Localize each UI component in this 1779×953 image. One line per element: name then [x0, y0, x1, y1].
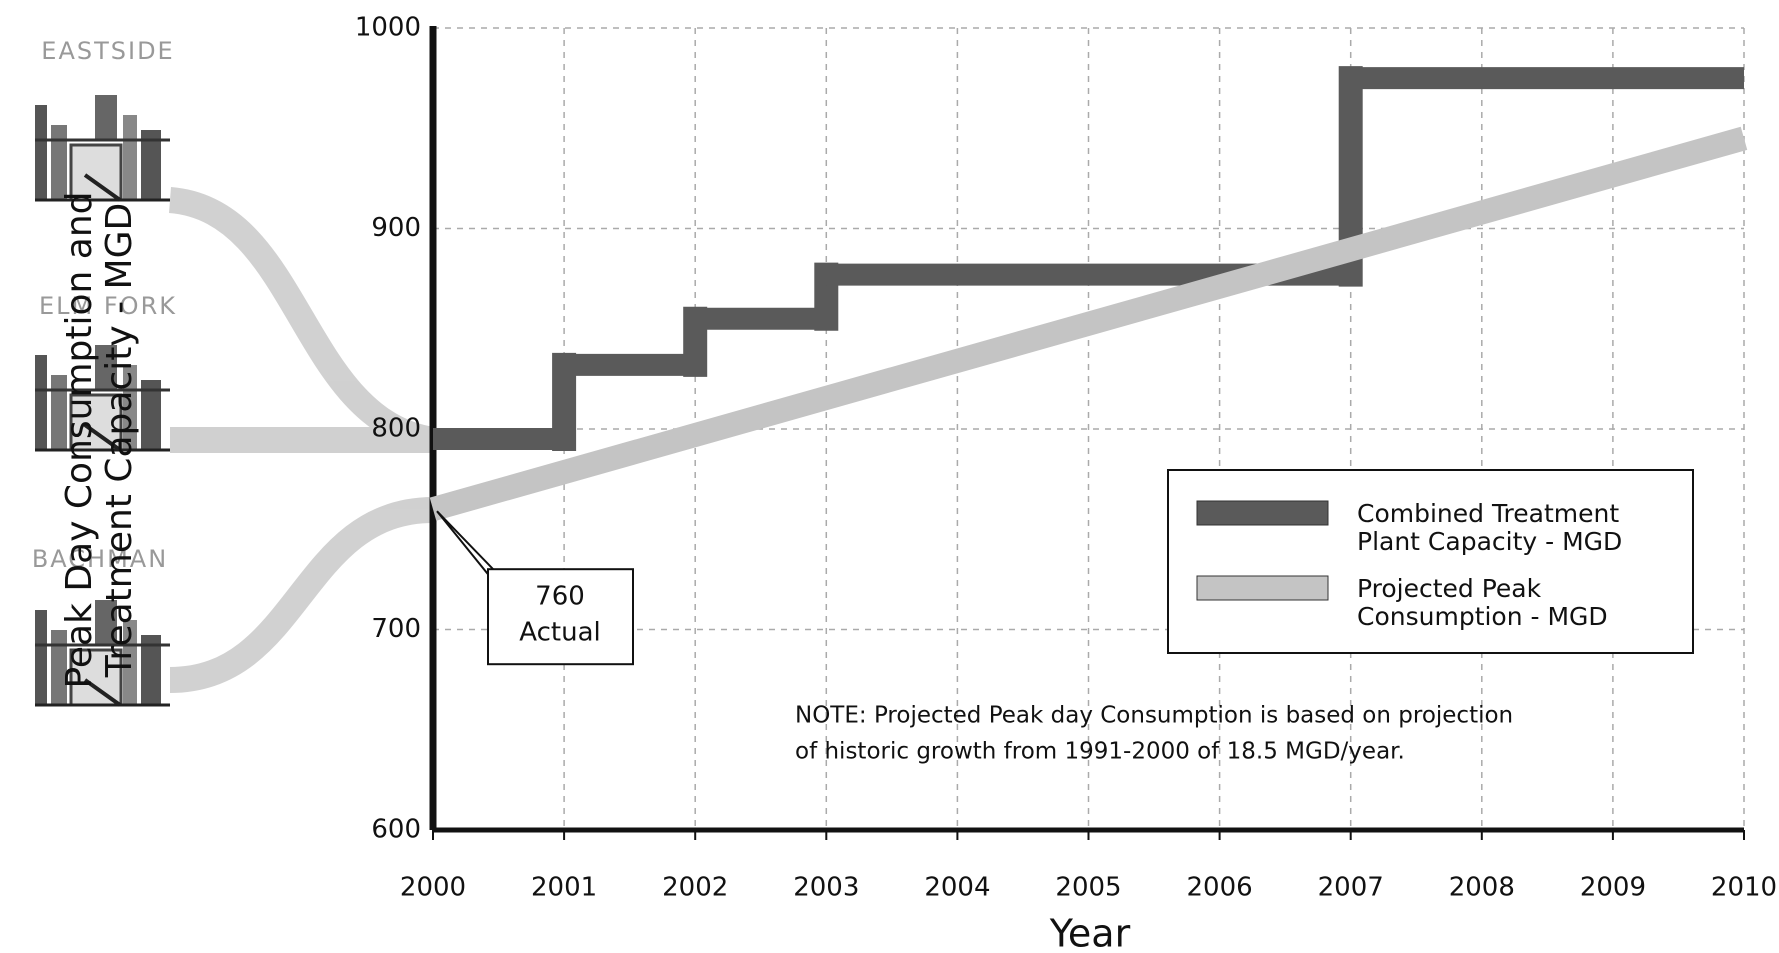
x-tick-label: 2000 [400, 873, 466, 903]
x-tick-label: 2002 [662, 873, 728, 903]
chart: EASTSIDE ELM FORK BACHMAN 60070080090010… [0, 0, 1779, 953]
x-tick-label: 2004 [924, 873, 990, 903]
annotation-value: 760 [535, 582, 585, 612]
y-tick-label: 1000 [355, 13, 421, 43]
legend-label: Projected Peak Consumption - MGD [1357, 575, 1677, 631]
plot: 600 700 800 900 1000 2000 2001 2002 2003 2004 2005… [355, 13, 1777, 903]
x-tick-label: 2005 [1055, 873, 1121, 903]
legend-swatch [1197, 576, 1328, 600]
legend-swatch [1197, 501, 1328, 525]
x-tick-label: 2003 [793, 873, 859, 903]
y-tick-label: 600 [371, 815, 421, 845]
y-tick-label: 900 [371, 213, 421, 243]
x-tick-label: 2007 [1318, 873, 1384, 903]
x-tick-label: 2009 [1580, 873, 1646, 903]
x-tick-label: 2006 [1187, 873, 1253, 903]
x-tick-label: 2010 [1711, 873, 1777, 903]
plant-label: EASTSIDE [41, 37, 174, 65]
y-tick-label: 700 [371, 614, 421, 644]
note: NOTE: Projected Peak day Consumption is … [795, 703, 1513, 729]
y-tick-label: 800 [371, 414, 421, 444]
note: of historic growth from 1991-2000 of 18.… [795, 739, 1405, 765]
page: {"chart_data": {"type": "step-band", "y_… [0, 0, 1779, 953]
x-tick-label: 2008 [1449, 873, 1515, 903]
annotation-text: Actual [519, 618, 600, 648]
y-axis-title: Peak Day Consumption and Treatment Capac… [60, 160, 140, 720]
x-axis-title: Year [1049, 912, 1131, 953]
callout-pointer [437, 511, 498, 574]
legend-label: Combined Treatment Plant Capacity - MGD [1357, 500, 1677, 556]
x-tick-label: 2001 [531, 873, 597, 903]
